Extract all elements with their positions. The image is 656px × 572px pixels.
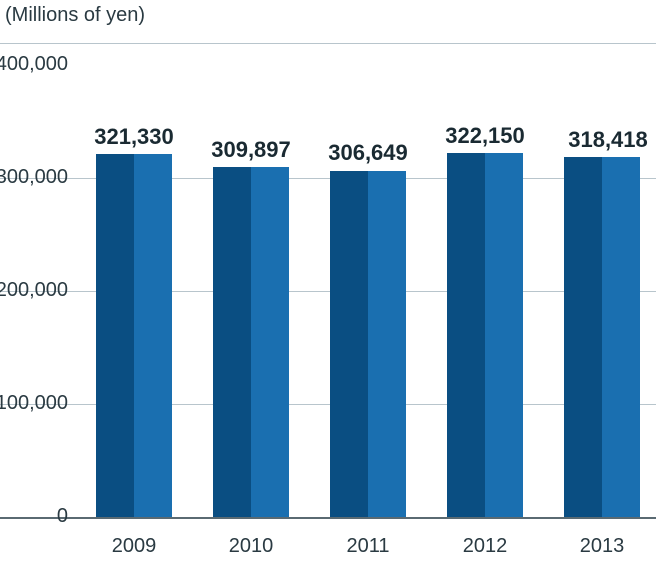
bar-right-half xyxy=(602,157,640,517)
bar-group xyxy=(213,167,289,517)
xtick-label: 2011 xyxy=(328,535,408,558)
bar-group xyxy=(447,153,523,517)
bar-right-half xyxy=(134,154,172,517)
bar-left-half xyxy=(213,167,251,517)
xtick-label: 2010 xyxy=(211,535,291,558)
bar-value-label: 322,150 xyxy=(430,123,540,149)
xtick-label: 2009 xyxy=(94,535,174,558)
ytick-label: 400,000 xyxy=(0,53,68,76)
bar-left-half xyxy=(564,157,602,517)
bar-group xyxy=(564,157,640,517)
ytick-label: 300,000 xyxy=(0,166,68,189)
xtick-label: 2012 xyxy=(445,535,525,558)
bar-right-half xyxy=(251,167,289,517)
bar-group xyxy=(96,154,172,517)
ytick-label: 100,000 xyxy=(0,392,68,415)
bar-left-half xyxy=(330,171,368,518)
unit-label: (Millions of yen) xyxy=(5,4,145,27)
bar-chart: (Millions of yen) 0 100,000 200,000 300,000 4… xyxy=(0,0,656,572)
bar-right-half xyxy=(485,153,523,517)
bar-left-half xyxy=(447,153,485,517)
bar-value-label: 309,897 xyxy=(196,137,306,163)
xtick-label: 2013 xyxy=(562,535,642,558)
bar-left-half xyxy=(96,154,134,517)
x-axis xyxy=(0,517,656,519)
ytick-label: 0 xyxy=(0,505,68,528)
ytick-label: 200,000 xyxy=(0,279,68,302)
bar-group xyxy=(330,171,406,518)
bar-value-label: 306,649 xyxy=(313,140,423,166)
bar-right-half xyxy=(368,171,406,518)
bar-value-label: 321,330 xyxy=(79,124,189,150)
gridline xyxy=(0,43,656,44)
bar-value-label: 318,418 xyxy=(553,127,656,153)
